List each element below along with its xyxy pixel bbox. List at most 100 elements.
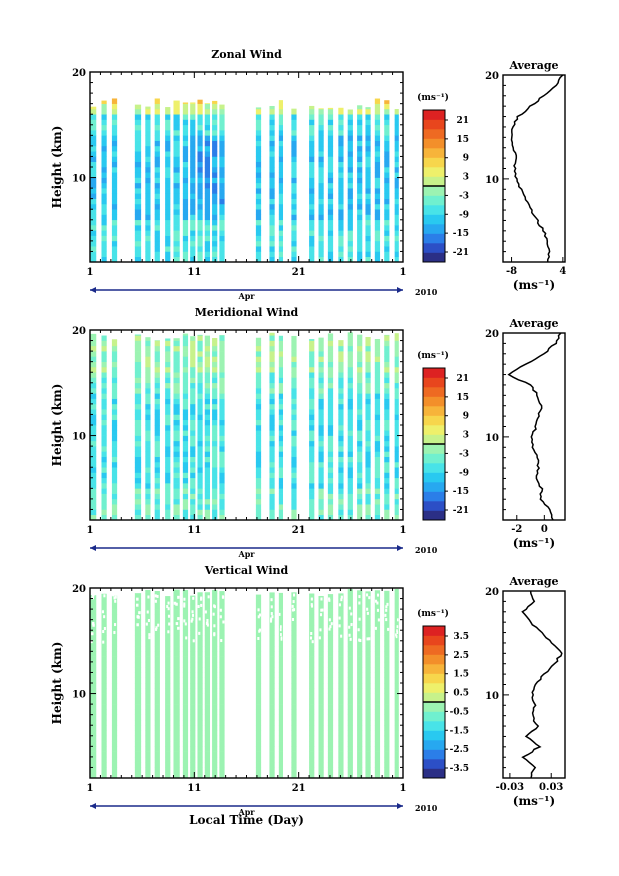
heatmap-cell (219, 646, 225, 652)
heatmap-cell (338, 388, 344, 394)
heatmap-cell (154, 161, 160, 168)
heatmap-cell (111, 403, 118, 410)
heatmap-cell (154, 746, 160, 752)
heatmap-cell (365, 456, 371, 463)
heatmap-cell (204, 225, 210, 231)
data-gap (328, 618, 331, 622)
heatmap-cell (384, 430, 390, 436)
heatmap-cell (197, 693, 203, 700)
data-gap (177, 617, 180, 621)
colorbar-swatch (423, 711, 445, 722)
heatmap-cell (394, 225, 399, 231)
heatmap-cell (347, 730, 353, 737)
heatmap-cell (212, 193, 218, 199)
heatmap-cell (291, 762, 297, 768)
heatmap-cell (204, 409, 210, 415)
heatmap-cell (374, 477, 381, 484)
heatmap-cell (182, 661, 189, 668)
heatmap-cell (384, 225, 390, 231)
heatmap-cell (318, 124, 324, 131)
heatmap-cell (278, 719, 284, 726)
data-gap (366, 607, 369, 611)
heatmap-cell (90, 106, 97, 110)
colorbar-swatch (423, 425, 445, 435)
heatmap-cell (90, 646, 97, 652)
heatmap-cell (173, 156, 180, 163)
colorbar-swatch (423, 463, 445, 473)
heatmap-cell (291, 335, 297, 341)
heatmap-cell (347, 667, 353, 673)
heatmap-cell (347, 332, 353, 336)
heatmap-cell (327, 366, 334, 373)
heatmap-cell (365, 156, 371, 163)
heatmap-cell (134, 440, 142, 447)
heatmap-cell (374, 609, 381, 615)
heatmap-cell (111, 667, 118, 673)
heatmap-cell (165, 514, 171, 521)
heatmap-cell (357, 167, 363, 173)
heatmap-cell (394, 156, 399, 163)
heatmap-cell (365, 382, 371, 389)
heatmap-cell (357, 256, 363, 263)
heatmap-cell (318, 251, 324, 258)
heatmap-cell (255, 704, 262, 710)
heatmap-cell (347, 746, 353, 752)
heatmap-cell (197, 461, 203, 468)
heatmap-cell (255, 172, 262, 178)
colorbar-tick-label: 15 (456, 135, 469, 145)
heatmap-cell (357, 345, 363, 352)
heatmap-cell (269, 498, 275, 505)
heatmap-cell (309, 693, 315, 700)
heatmap-cell (219, 119, 225, 126)
heatmap-cell (384, 108, 390, 115)
heatmap-cell (309, 467, 315, 473)
heatmap-cell (219, 456, 225, 463)
data-gap (184, 622, 187, 626)
heatmap-cell (374, 467, 381, 473)
heatmap-cell (278, 246, 284, 252)
heatmap-cell (134, 730, 142, 737)
heatmap-cell (165, 651, 171, 657)
heatmap-cell (90, 735, 97, 742)
heatmap-cell (291, 251, 297, 258)
colorbar-swatch (423, 387, 445, 397)
heatmap-cell (111, 509, 118, 516)
heatmap-cell (190, 498, 196, 505)
heatmap-cell (145, 161, 151, 168)
heatmap-cell (347, 351, 353, 357)
heatmap-cell (309, 119, 315, 126)
heatmap-cell (291, 493, 297, 500)
heatmap-cell (394, 372, 399, 378)
heatmap-cell (197, 361, 203, 368)
heatmap-cell (182, 366, 189, 373)
heatmap-cell (365, 209, 371, 215)
heatmap-cell (255, 504, 262, 510)
heatmap-cell (338, 393, 344, 399)
heatmap-cell (394, 240, 399, 247)
heatmap-cell (182, 603, 189, 610)
heatmap-cell (327, 161, 334, 168)
heatmap-cell (338, 340, 344, 341)
heatmap-cell (384, 409, 390, 415)
heatmap-cell (357, 472, 363, 479)
data-gap (328, 627, 331, 631)
heatmap-cell (278, 100, 284, 104)
heatmap-cell (347, 725, 353, 731)
heatmap-cell (309, 498, 315, 505)
heatmap-cell (101, 767, 107, 774)
heatmap-cell (90, 598, 97, 605)
heatmap-cell (318, 393, 324, 399)
heatmap-cell (134, 335, 142, 341)
heatmap-cell (182, 393, 189, 399)
heatmap-cell (182, 461, 189, 468)
average-y-tick-label: 20 (485, 71, 499, 82)
heatmap-cell (165, 661, 171, 668)
heatmap-cell (338, 193, 344, 199)
heatmap-cell (374, 140, 381, 147)
colorbar-swatch (423, 186, 445, 196)
heatmap-cell (173, 251, 180, 258)
heatmap-cell (101, 214, 107, 221)
heatmap-cell (219, 667, 225, 673)
heatmap-cell (182, 762, 189, 768)
heatmap-cell (204, 472, 210, 479)
